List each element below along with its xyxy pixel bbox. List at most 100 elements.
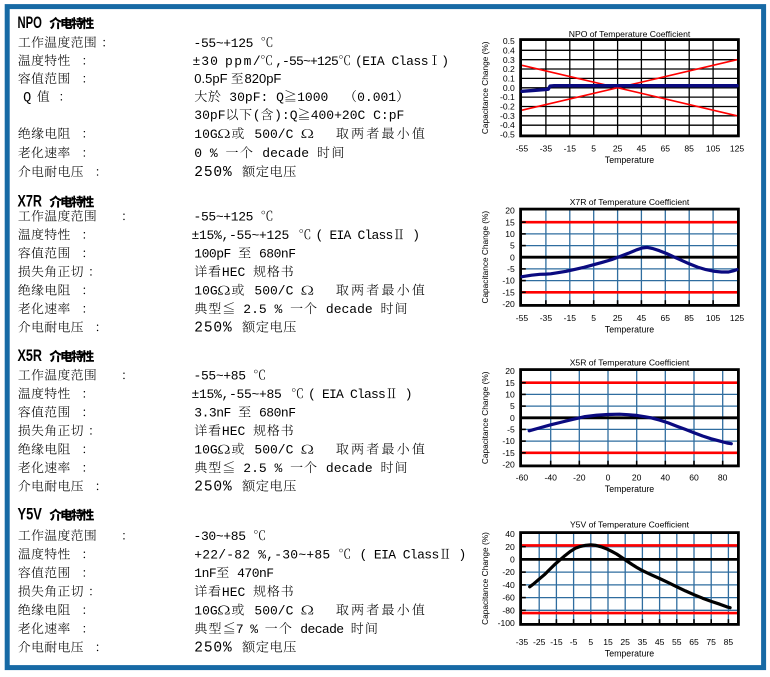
svg-text:400+20C C:pF: 400+20C C:pF [311, 108, 405, 123]
svg-text:X5R of Temperature Coefficien: X5R of Temperature Coefficient [570, 358, 690, 368]
svg-text:75: 75 [706, 637, 716, 647]
svg-text:ppm/: ppm/ [225, 54, 262, 69]
svg-text:-20: -20 [502, 460, 515, 470]
svg-text:500/C: 500/C [254, 443, 293, 458]
svg-text:-55~+125: -55~+125 [194, 36, 254, 51]
svg-text:5: 5 [510, 241, 515, 251]
svg-text:NPO: NPO [18, 14, 42, 32]
svg-text:500/C: 500/C [254, 127, 293, 142]
svg-text:Capacitance Change (%): Capacitance Change (%) [480, 41, 490, 134]
svg-text:680nF: 680nF [259, 247, 296, 262]
svg-text:X7R of Temperature Coefficien: X7R of Temperature Coefficient [570, 197, 690, 207]
svg-text:105: 105 [706, 144, 721, 154]
svg-text:7 %: 7 % [236, 622, 258, 637]
svg-text:NPO of Temperature Coefficien: NPO of Temperature Coefficient [569, 29, 691, 39]
svg-text:45: 45 [655, 637, 665, 647]
svg-text:Y5V: Y5V [18, 506, 43, 524]
svg-text:10G: 10G [194, 443, 217, 458]
svg-text:10G: 10G [194, 603, 217, 618]
svg-text:-25: -25 [533, 637, 546, 647]
svg-text:1nF: 1nF [194, 566, 216, 581]
svg-text:decade: decade [300, 622, 343, 637]
svg-text:3.3nF: 3.3nF [194, 406, 231, 421]
svg-text:80: 80 [718, 473, 728, 483]
svg-text:10: 10 [505, 229, 515, 239]
svg-text:-20: -20 [502, 299, 515, 309]
svg-text:500/C: 500/C [254, 603, 293, 618]
svg-text:+22/-82 %,-30~+85: +22/-82 %,-30~+85 [194, 548, 330, 563]
svg-text:Capacitance Change (%): Capacitance Change (%) [480, 532, 490, 625]
svg-text:-20: -20 [502, 567, 515, 577]
svg-text:40: 40 [505, 529, 515, 539]
svg-text:Capacitance Change (%): Capacitance Change (%) [480, 371, 490, 464]
svg-text:( EIA Class: ( EIA Class [308, 387, 385, 402]
svg-text:0: 0 [606, 473, 611, 483]
svg-text:-0.2: -0.2 [500, 102, 515, 112]
svg-text:Temperature: Temperature [605, 484, 654, 494]
svg-text:-15: -15 [502, 287, 515, 297]
svg-text:470nF: 470nF [237, 566, 274, 581]
svg-text:10G: 10G [194, 284, 217, 299]
svg-text:): ) [412, 228, 419, 243]
svg-text:0.2: 0.2 [503, 64, 515, 74]
svg-text:20: 20 [505, 542, 515, 552]
svg-text:Temperature: Temperature [605, 155, 654, 165]
svg-text:0.5pF: 0.5pF [194, 71, 227, 86]
svg-text:-100: -100 [498, 618, 515, 628]
svg-text:0.001: 0.001 [357, 90, 396, 105]
svg-text:25: 25 [620, 637, 630, 647]
svg-text:-10: -10 [502, 436, 515, 446]
svg-text:±30: ±30 [193, 54, 219, 69]
svg-text:-55~+125: -55~+125 [282, 54, 338, 69]
svg-text:10: 10 [505, 390, 515, 400]
svg-text:HEC: HEC [222, 265, 246, 280]
svg-text:0.4: 0.4 [503, 45, 515, 55]
svg-text:65: 65 [661, 313, 671, 323]
svg-text:X7R: X7R [18, 192, 43, 210]
svg-text:Temperature: Temperature [605, 325, 654, 335]
svg-text:-30~+85: -30~+85 [194, 529, 246, 544]
svg-text:-55~+125: -55~+125 [194, 210, 254, 225]
svg-text:-55~+85: -55~+85 [194, 369, 246, 384]
svg-text:):Q: ):Q [274, 108, 298, 123]
svg-text:15: 15 [603, 637, 613, 647]
svg-text:5: 5 [591, 144, 596, 154]
svg-text:65: 65 [689, 637, 699, 647]
svg-text:±15%,-55~+125: ±15%,-55~+125 [192, 228, 290, 243]
svg-text:0: 0 [510, 252, 515, 262]
svg-text:Capacitance Change (%): Capacitance Change (%) [480, 211, 490, 304]
svg-text:65: 65 [661, 144, 671, 154]
svg-text:X5R: X5R [18, 347, 43, 365]
svg-text:-40: -40 [502, 580, 515, 590]
svg-text:Y5V of Temperature Coefficien: Y5V of Temperature Coefficient [570, 520, 690, 530]
svg-text:-0.1: -0.1 [500, 92, 515, 102]
svg-text:-60: -60 [516, 473, 529, 483]
svg-text:5: 5 [588, 637, 593, 647]
svg-text:0: 0 [510, 413, 515, 423]
svg-text:125: 125 [730, 313, 745, 323]
svg-text:): ) [405, 387, 412, 402]
svg-text:25: 25 [613, 313, 623, 323]
svg-text:15: 15 [505, 217, 515, 227]
svg-text:0.5: 0.5 [503, 36, 515, 46]
svg-text:30pF: 30pF [194, 108, 225, 123]
svg-text:-55: -55 [516, 313, 529, 323]
svg-text:): ) [459, 548, 466, 563]
svg-text:-20: -20 [573, 473, 586, 483]
svg-text:125: 125 [730, 144, 745, 154]
svg-text:-0.3: -0.3 [500, 111, 515, 121]
svg-text:-15: -15 [502, 448, 515, 458]
svg-text:-55: -55 [516, 144, 529, 154]
svg-text:( EIA Class: ( EIA Class [316, 228, 393, 243]
svg-text:-35: -35 [540, 313, 553, 323]
svg-text:(: ( [253, 108, 261, 123]
svg-text:-35: -35 [516, 637, 529, 647]
svg-text:-35: -35 [540, 144, 553, 154]
svg-text:0: 0 [510, 555, 515, 565]
svg-text:5: 5 [510, 401, 515, 411]
svg-text:680nF: 680nF [259, 406, 296, 421]
svg-text:-0.5: -0.5 [500, 130, 515, 140]
svg-text:-80: -80 [502, 605, 515, 615]
svg-text:,: , [275, 54, 282, 69]
svg-text:5: 5 [591, 313, 596, 323]
